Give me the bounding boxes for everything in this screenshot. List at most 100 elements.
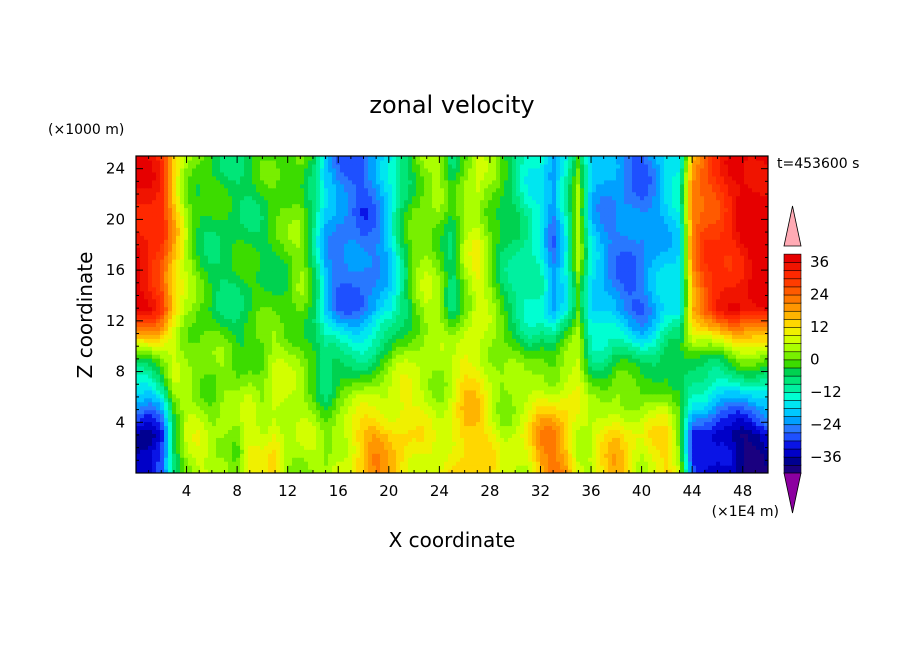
field-cell [344, 405, 349, 411]
field-cell [760, 457, 765, 462]
field-cell [316, 362, 321, 367]
field-cell [140, 469, 145, 473]
field-cell [288, 437, 293, 442]
field-cell [704, 437, 709, 442]
field-cell [428, 457, 433, 462]
field-cell [612, 421, 617, 427]
field-cell [304, 417, 309, 423]
field-cell [544, 397, 549, 403]
field-cell [692, 366, 697, 371]
field-cell [668, 449, 673, 454]
field-cell [432, 425, 437, 431]
field-cell [296, 377, 301, 383]
field-cell [332, 445, 337, 450]
field-cell [332, 389, 337, 395]
field-cell [356, 437, 361, 442]
field-cell [440, 437, 445, 442]
field-cell [292, 429, 297, 434]
field-cell [180, 389, 185, 395]
field-cell [168, 366, 173, 371]
field-cell [400, 433, 405, 438]
field-cell [208, 449, 213, 454]
field-cell [620, 366, 625, 371]
field-cell [464, 358, 469, 363]
field-cell [680, 409, 685, 415]
field-cell [680, 401, 685, 407]
field-cell [456, 362, 461, 367]
field-cell [380, 449, 385, 454]
field-cell [692, 405, 697, 411]
field-cell [404, 421, 409, 427]
field-cell [476, 437, 481, 442]
field-cell [324, 377, 329, 383]
field-cell [236, 417, 241, 423]
field-cell [208, 465, 213, 470]
field-cell [416, 373, 421, 379]
field-cell [480, 369, 485, 375]
field-cell [612, 369, 617, 375]
field-cell [300, 362, 305, 367]
field-cell [696, 377, 701, 383]
field-cell [512, 389, 517, 395]
field-cell [428, 461, 433, 466]
field-cell [616, 429, 621, 434]
field-cell [360, 385, 365, 391]
field-cell [500, 373, 505, 379]
field-cell [212, 393, 217, 399]
field-cell [292, 358, 297, 363]
field-cell [348, 385, 353, 391]
field-cell [728, 429, 733, 434]
field-cell [228, 405, 233, 411]
field-cell [600, 354, 605, 359]
field-cell [384, 453, 389, 458]
field-cell [384, 445, 389, 450]
field-cell [196, 393, 201, 399]
field-cell [668, 385, 673, 391]
field-cell [700, 354, 705, 359]
field-cell [636, 457, 641, 462]
field-cell [500, 358, 505, 363]
field-cell [688, 429, 693, 434]
field-cell [424, 393, 429, 399]
field-cell [568, 449, 573, 454]
field-cell [280, 350, 285, 355]
field-cell [464, 425, 469, 431]
field-cell [656, 397, 661, 403]
field-cell [228, 469, 233, 473]
field-cell [400, 377, 405, 383]
field-cell [700, 377, 705, 383]
field-cell [648, 350, 653, 355]
field-cell [168, 469, 173, 473]
field-cell [380, 445, 385, 450]
field-cell [320, 457, 325, 462]
field-cell [288, 433, 293, 438]
field-cell [292, 366, 297, 371]
field-cell [460, 441, 465, 446]
field-cell [328, 358, 333, 363]
field-cell [416, 417, 421, 423]
field-cell [448, 453, 453, 458]
field-cell [348, 437, 353, 442]
field-cell [580, 409, 585, 415]
field-cell [224, 381, 229, 387]
field-cell [752, 445, 757, 450]
field-cell [632, 469, 637, 473]
field-cell [232, 449, 237, 454]
field-cell [700, 445, 705, 450]
field-cell [656, 429, 661, 434]
field-cell [348, 409, 353, 415]
field-cell [720, 397, 725, 403]
field-cell [592, 453, 597, 458]
field-cell [360, 393, 365, 399]
field-cell [508, 417, 513, 423]
field-cell [448, 358, 453, 363]
field-cell [168, 405, 173, 411]
field-cell [240, 413, 245, 419]
field-cell [700, 381, 705, 387]
field-cell [660, 397, 665, 403]
field-cell [580, 397, 585, 403]
field-cell [324, 409, 329, 415]
field-cell [684, 350, 689, 355]
field-cell [296, 373, 301, 379]
field-cell [528, 433, 533, 438]
